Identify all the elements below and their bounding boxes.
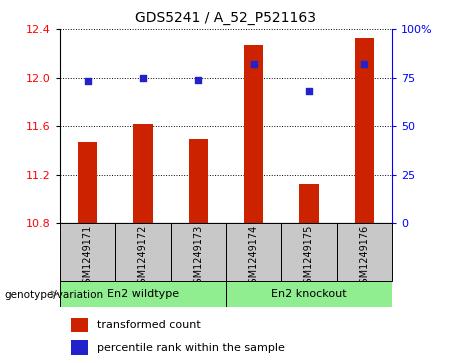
Text: genotype/variation: genotype/variation bbox=[5, 290, 104, 300]
Text: En2 wildtype: En2 wildtype bbox=[107, 289, 179, 299]
Text: GSM1249173: GSM1249173 bbox=[193, 225, 203, 290]
Point bbox=[361, 61, 368, 67]
Text: percentile rank within the sample: percentile rank within the sample bbox=[97, 343, 285, 352]
Point bbox=[84, 78, 91, 84]
Text: En2 knockout: En2 knockout bbox=[271, 289, 347, 299]
Text: GSM1249175: GSM1249175 bbox=[304, 225, 314, 290]
Point bbox=[305, 88, 313, 94]
Text: GSM1249171: GSM1249171 bbox=[83, 225, 93, 290]
FancyBboxPatch shape bbox=[115, 223, 171, 281]
Text: GSM1249176: GSM1249176 bbox=[359, 225, 369, 290]
FancyBboxPatch shape bbox=[226, 281, 392, 307]
Text: GSM1249174: GSM1249174 bbox=[248, 225, 259, 290]
FancyBboxPatch shape bbox=[226, 223, 281, 281]
Bar bbox=[355, 37, 374, 223]
Bar bbox=[78, 142, 97, 223]
Text: transformed count: transformed count bbox=[97, 320, 201, 330]
Title: GDS5241 / A_52_P521163: GDS5241 / A_52_P521163 bbox=[136, 11, 316, 25]
FancyBboxPatch shape bbox=[60, 281, 226, 307]
Point bbox=[195, 77, 202, 82]
Point bbox=[139, 75, 147, 81]
FancyBboxPatch shape bbox=[281, 223, 337, 281]
Bar bbox=[299, 184, 319, 223]
FancyBboxPatch shape bbox=[171, 223, 226, 281]
Point bbox=[250, 61, 257, 67]
Bar bbox=[133, 124, 153, 223]
Bar bbox=[189, 139, 208, 223]
Text: GSM1249172: GSM1249172 bbox=[138, 225, 148, 290]
Bar bbox=[71, 318, 88, 332]
FancyBboxPatch shape bbox=[337, 223, 392, 281]
Bar bbox=[71, 340, 88, 355]
FancyBboxPatch shape bbox=[60, 223, 115, 281]
Bar bbox=[244, 45, 263, 223]
